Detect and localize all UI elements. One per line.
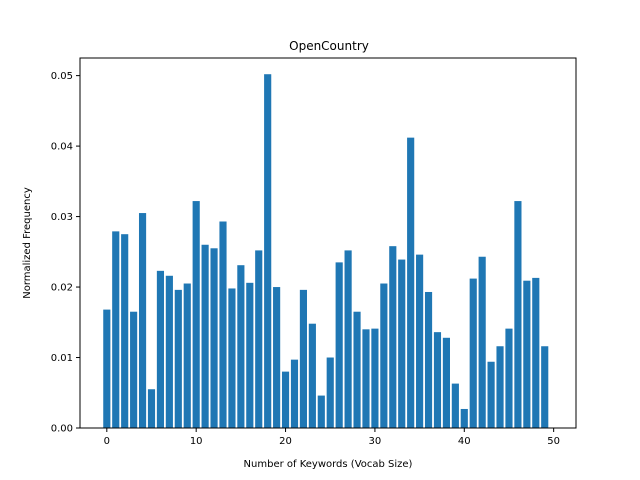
bar-24 xyxy=(317,395,325,428)
y-axis-ticks: 0.00 0.01 0.02 0.03 0.04 0.05 xyxy=(51,71,80,435)
bar-43 xyxy=(487,361,495,428)
bar-34 xyxy=(407,137,415,428)
x-axis-ticks: 0 10 20 30 40 50 xyxy=(104,428,560,447)
bar-18 xyxy=(264,74,272,429)
bar-4 xyxy=(138,213,147,428)
bar-35 xyxy=(416,254,424,428)
bar-47 xyxy=(523,280,531,428)
x-tick-label: 50 xyxy=(547,436,560,447)
x-tick-label: 30 xyxy=(369,436,382,447)
bar-29 xyxy=(362,329,370,428)
x-axis-label: Number of Keywords (Vocab Size) xyxy=(244,459,413,470)
x-tick-label: 20 xyxy=(279,436,292,447)
bar-3 xyxy=(130,311,138,428)
bar-44 xyxy=(496,346,504,428)
bar-36 xyxy=(424,291,433,428)
x-tick-label: 40 xyxy=(458,436,471,447)
bar-46 xyxy=(514,201,522,428)
bar-49 xyxy=(541,346,549,428)
bar-11 xyxy=(201,244,209,428)
bar-31 xyxy=(380,283,388,428)
bar-38 xyxy=(442,337,450,428)
bar-8 xyxy=(174,289,182,428)
bar-2 xyxy=(121,234,129,428)
bar-13 xyxy=(219,221,227,428)
bar-26 xyxy=(335,262,343,428)
bar-37 xyxy=(433,332,442,428)
bar-21 xyxy=(290,359,299,428)
bar-17 xyxy=(255,250,263,428)
bar-20 xyxy=(281,371,290,428)
bar-6 xyxy=(156,270,165,428)
bar-10 xyxy=(192,201,200,428)
bar-25 xyxy=(326,357,334,428)
x-tick-label: 0 xyxy=(104,436,110,447)
chart-title: OpenCountry xyxy=(289,39,369,53)
bar-16 xyxy=(246,282,254,428)
bar-19 xyxy=(273,287,281,428)
bar-12 xyxy=(210,248,218,428)
y-tick-label: 0.04 xyxy=(51,142,73,153)
y-tick-label: 0.01 xyxy=(51,353,73,364)
bar-23 xyxy=(308,323,316,428)
y-tick-label: 0.02 xyxy=(51,283,73,294)
bar-33 xyxy=(398,259,406,428)
bar-0 xyxy=(103,309,111,428)
bars-group xyxy=(103,74,549,429)
y-tick-label: 0.00 xyxy=(51,424,73,435)
y-tick-label: 0.05 xyxy=(51,71,73,82)
bar-42 xyxy=(478,256,486,428)
bar-27 xyxy=(344,250,352,428)
bar-48 xyxy=(532,277,540,428)
bar-15 xyxy=(237,265,245,428)
x-tick-label: 10 xyxy=(190,436,203,447)
bar-41 xyxy=(469,278,477,428)
y-axis-label: Normalized Frequency xyxy=(22,187,33,299)
bar-39 xyxy=(451,383,459,428)
bar-22 xyxy=(299,289,307,428)
bar-40 xyxy=(460,408,468,428)
bar-7 xyxy=(165,275,173,428)
bar-14 xyxy=(228,288,236,428)
bar-28 xyxy=(353,311,361,428)
bar-1 xyxy=(112,231,120,428)
y-tick-label: 0.03 xyxy=(51,212,73,223)
bar-30 xyxy=(371,328,379,428)
bar-5 xyxy=(147,389,156,428)
bar-9 xyxy=(183,283,191,428)
plot-area-frame xyxy=(79,57,577,429)
bar-32 xyxy=(389,246,397,428)
bar-45 xyxy=(505,328,513,428)
